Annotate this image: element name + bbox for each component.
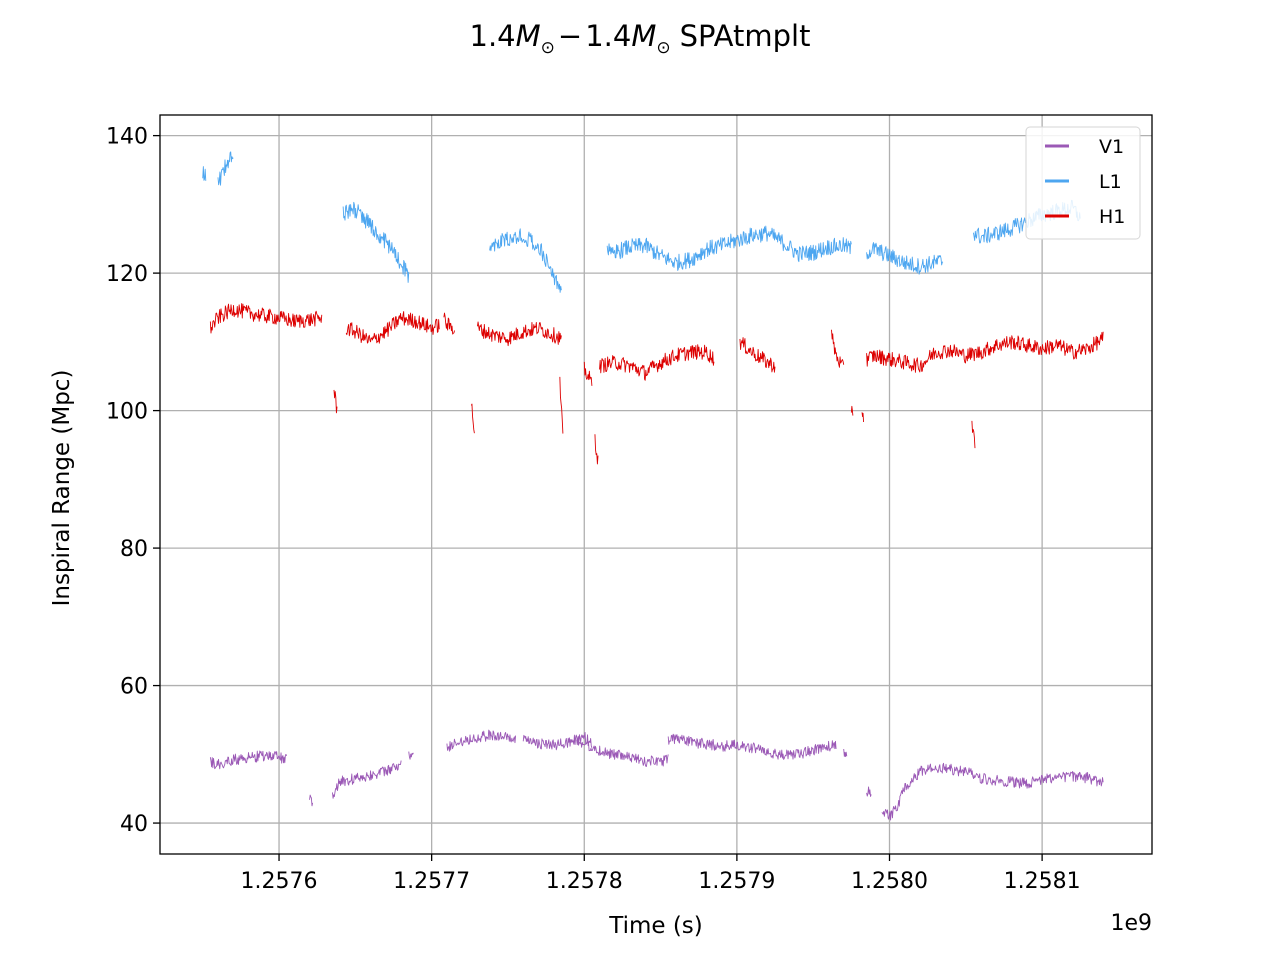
x-axis-label: Time (s)	[608, 913, 703, 939]
series-L1-trace	[202, 166, 207, 181]
series-H1-trace	[476, 321, 562, 347]
series-L1-trace	[489, 228, 562, 293]
legend-label-V1: V1	[1099, 136, 1124, 158]
legend-label-H1: H1	[1099, 206, 1125, 228]
series-L1-trace	[217, 151, 234, 186]
title-mass-2-symbol: M	[631, 19, 656, 53]
plot-area	[159, 114, 1153, 855]
series-H1-trace	[971, 420, 976, 449]
series-H1-trace	[443, 312, 455, 335]
series-H1	[209, 303, 1104, 465]
series-H1-trace	[861, 412, 865, 423]
series-H1-trace	[599, 344, 715, 381]
legend: V1 L1 H1	[1025, 126, 1141, 240]
y-axis: 40 60 80 100 120 140	[106, 125, 160, 837]
y-tick-label: 80	[120, 537, 148, 562]
grid	[160, 115, 1152, 854]
legend-label-L1: L1	[1099, 171, 1122, 193]
title-template-name: SPAtmplt	[680, 19, 811, 53]
series-V1-trace	[522, 731, 593, 751]
series-H1-trace	[333, 389, 338, 414]
series-V1-trace	[843, 748, 848, 758]
series-L1	[202, 151, 1081, 293]
series-V1-trace	[408, 751, 414, 760]
title-sun-2-symbol: ⊙	[656, 38, 670, 58]
x-tick-label: 1.2578	[546, 869, 623, 894]
plot-frame	[159, 114, 1153, 855]
series-V1-trace	[881, 762, 974, 821]
series-L1-trace	[866, 242, 944, 275]
series-V1-trace	[209, 750, 288, 770]
series-V1-trace	[309, 794, 314, 807]
series-L1-trace	[606, 225, 852, 271]
x-offset-label: 1e9	[1110, 911, 1152, 936]
series-H1-trace	[739, 337, 776, 373]
series-H1-trace	[594, 434, 599, 465]
series-H1-trace	[559, 376, 564, 434]
title-sun-1-symbol: ⊙	[541, 38, 555, 58]
series-V1-trace	[866, 786, 872, 797]
series-V1-trace	[446, 729, 517, 752]
series-H1-trace	[470, 403, 475, 434]
y-tick-label: 120	[106, 262, 148, 287]
series-group	[202, 151, 1104, 821]
series-H1-trace	[209, 303, 323, 334]
y-tick-label: 40	[120, 812, 148, 837]
title-mass-1-symbol: M	[516, 19, 541, 53]
x-tick-label: 1.2577	[393, 869, 470, 894]
title-minus: −	[558, 19, 582, 53]
series-H1-trace	[850, 405, 854, 416]
title-mass-2-value: 1.4	[585, 19, 631, 53]
legend-box	[1025, 126, 1141, 240]
series-H1-trace	[831, 329, 845, 368]
title-mass-1-value: 1.4	[470, 19, 516, 53]
series-V1-trace	[972, 771, 1104, 789]
x-tick-label: 1.2580	[851, 869, 928, 894]
series-L1-trace	[342, 201, 410, 283]
y-tick-label: 60	[120, 675, 148, 700]
x-tick-label: 1.2576	[241, 869, 318, 894]
chart-title: 1.4M⊙ −1.4M⊙ SPAtmplt	[470, 19, 811, 58]
series-H1-trace	[866, 331, 1104, 373]
y-tick-label: 100	[106, 400, 148, 425]
series-H1-trace	[583, 361, 593, 386]
x-tick-label: 1.2579	[698, 869, 775, 894]
x-tick-label: 1.2581	[1004, 869, 1081, 894]
series-V1-trace	[667, 733, 837, 760]
series-V1-trace	[332, 760, 402, 799]
series-H1-trace	[345, 311, 440, 344]
series-V1-trace	[576, 737, 669, 767]
series-V1	[209, 729, 1104, 821]
x-axis: 1.2576 1.2577 1.2578 1.2579 1.2580 1.2581	[241, 854, 1081, 894]
y-tick-label: 140	[106, 125, 148, 150]
y-axis-label: Inspiral Range (Mpc)	[49, 370, 75, 607]
